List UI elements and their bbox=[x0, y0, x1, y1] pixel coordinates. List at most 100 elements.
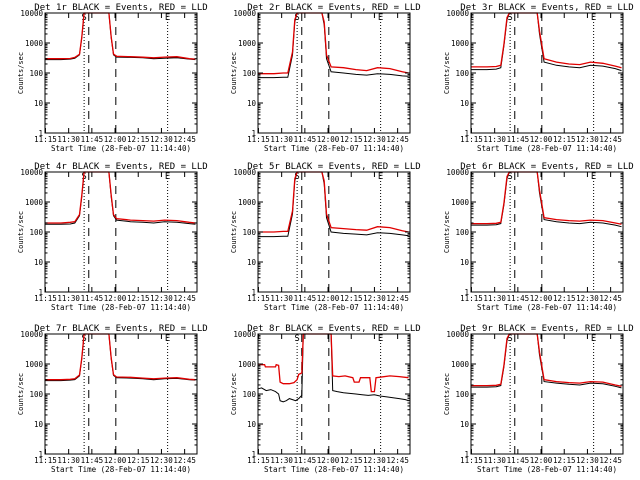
x-tick-label: 12:00 bbox=[104, 135, 127, 144]
y-tick-label: 100 bbox=[455, 228, 469, 237]
y-axis-label: Counts/sec bbox=[230, 373, 238, 415]
x-tick-label: 11:45 bbox=[294, 456, 317, 465]
series-events-line bbox=[45, 12, 196, 61]
y-tick-label: 10000 bbox=[233, 9, 256, 18]
panel-title: Det 9r BLACK = Events, RED = LLD bbox=[460, 324, 633, 334]
x-tick-label: 12:15 bbox=[340, 294, 363, 303]
y-axis-label: Counts/sec bbox=[17, 211, 25, 253]
marker-label: S bbox=[507, 334, 512, 344]
series-lld-line bbox=[258, 333, 409, 393]
y-tick-label: 1000 bbox=[238, 39, 257, 48]
x-tick-label: 11:15 bbox=[460, 456, 483, 465]
series-lld-line bbox=[45, 171, 196, 224]
marker-label: S bbox=[294, 172, 299, 182]
marker-label: E bbox=[378, 13, 383, 23]
plot-frame bbox=[470, 333, 624, 455]
marker-label: E bbox=[378, 172, 383, 182]
x-tick-label: 12:00 bbox=[317, 135, 340, 144]
plot-frame bbox=[470, 12, 624, 134]
y-tick-label: 10000 bbox=[446, 330, 469, 339]
marker-label: S bbox=[294, 334, 299, 344]
x-tick-label: 11:15 bbox=[34, 294, 57, 303]
x-tick-label: 12:00 bbox=[530, 135, 553, 144]
y-tick-label: 1000 bbox=[238, 198, 257, 207]
x-tick-label: 12:15 bbox=[127, 135, 150, 144]
y-tick-label: 10000 bbox=[233, 168, 256, 177]
series-lld-line bbox=[45, 333, 196, 381]
x-tick-label: 11:15 bbox=[460, 294, 483, 303]
y-tick-label: 1 bbox=[464, 129, 469, 138]
x-tick-label: 11:45 bbox=[81, 135, 104, 144]
y-tick-label: 10000 bbox=[20, 168, 43, 177]
x-tick-label: 12:15 bbox=[127, 456, 150, 465]
y-axis-label: Counts/sec bbox=[443, 373, 451, 415]
y-tick-label: 10 bbox=[247, 258, 257, 267]
marker-label: S bbox=[294, 13, 299, 23]
panel-title: Det 4r BLACK = Events, RED = LLD bbox=[34, 162, 207, 172]
series-events-line bbox=[45, 171, 196, 225]
x-tick-label: 11:45 bbox=[507, 135, 530, 144]
x-axis-label: Start Time (28-Feb-07 11:14:40) bbox=[477, 303, 617, 312]
x-tick-label: 12:45 bbox=[386, 456, 409, 465]
panel-title: Det 6r BLACK = Events, RED = LLD bbox=[460, 162, 633, 172]
y-axis-label: Counts/sec bbox=[443, 52, 451, 94]
x-tick-label: 12:00 bbox=[104, 456, 127, 465]
y-tick-label: 100 bbox=[455, 69, 469, 78]
panel-title: Det 1r BLACK = Events, RED = LLD bbox=[34, 3, 207, 13]
y-tick-label: 10000 bbox=[233, 330, 256, 339]
x-tick-label: 11:45 bbox=[294, 135, 317, 144]
panel-title: Det 2r BLACK = Events, RED = LLD bbox=[247, 3, 420, 13]
y-tick-label: 1000 bbox=[451, 39, 470, 48]
x-tick-label: 11:30 bbox=[270, 456, 293, 465]
x-tick-label: 12:45 bbox=[386, 294, 409, 303]
series-lld-line bbox=[258, 12, 409, 75]
y-tick-label: 100 bbox=[29, 390, 43, 399]
plot-frame bbox=[470, 171, 624, 293]
panel-title: Det 8r BLACK = Events, RED = LLD bbox=[247, 324, 420, 334]
marker-label: E bbox=[378, 334, 383, 344]
series-lld-line bbox=[471, 171, 622, 225]
series-events-line bbox=[258, 333, 409, 403]
y-tick-label: 100 bbox=[455, 390, 469, 399]
x-tick-label: 12:15 bbox=[553, 456, 576, 465]
marker-label: S bbox=[507, 172, 512, 182]
y-tick-label: 10 bbox=[460, 258, 470, 267]
x-tick-label: 12:15 bbox=[553, 135, 576, 144]
series-lld-line bbox=[471, 12, 622, 69]
x-tick-label: 11:30 bbox=[270, 135, 293, 144]
x-axis-label: Start Time (28-Feb-07 11:14:40) bbox=[264, 465, 404, 474]
x-axis-label: Start Time (28-Feb-07 11:14:40) bbox=[477, 465, 617, 474]
x-tick-label: 12:30 bbox=[576, 456, 599, 465]
x-tick-label: 11:30 bbox=[57, 135, 80, 144]
y-tick-label: 100 bbox=[242, 228, 256, 237]
y-tick-label: 1 bbox=[251, 288, 256, 297]
marker-label: E bbox=[165, 334, 170, 344]
x-tick-label: 11:45 bbox=[507, 456, 530, 465]
x-tick-label: 12:00 bbox=[317, 294, 340, 303]
y-tick-label: 1 bbox=[251, 450, 256, 459]
y-tick-label: 100 bbox=[29, 69, 43, 78]
marker-label: S bbox=[507, 13, 512, 23]
x-tick-label: 12:30 bbox=[150, 456, 173, 465]
x-tick-label: 11:30 bbox=[483, 294, 506, 303]
y-axis-label: Counts/sec bbox=[17, 52, 25, 94]
x-tick-label: 11:15 bbox=[247, 456, 270, 465]
y-tick-label: 100 bbox=[242, 69, 256, 78]
x-tick-label: 11:15 bbox=[460, 135, 483, 144]
y-tick-label: 10 bbox=[34, 99, 44, 108]
series-lld-line bbox=[45, 12, 196, 60]
x-tick-label: 11:45 bbox=[81, 456, 104, 465]
plot-frame bbox=[257, 333, 411, 455]
y-tick-label: 10 bbox=[247, 420, 257, 429]
x-tick-label: 11:45 bbox=[81, 294, 104, 303]
x-tick-label: 12:00 bbox=[530, 456, 553, 465]
marker-label: E bbox=[165, 13, 170, 23]
plot-frame bbox=[44, 12, 198, 134]
panel-title: Det 3r BLACK = Events, RED = LLD bbox=[460, 3, 633, 13]
y-tick-label: 10 bbox=[247, 99, 257, 108]
